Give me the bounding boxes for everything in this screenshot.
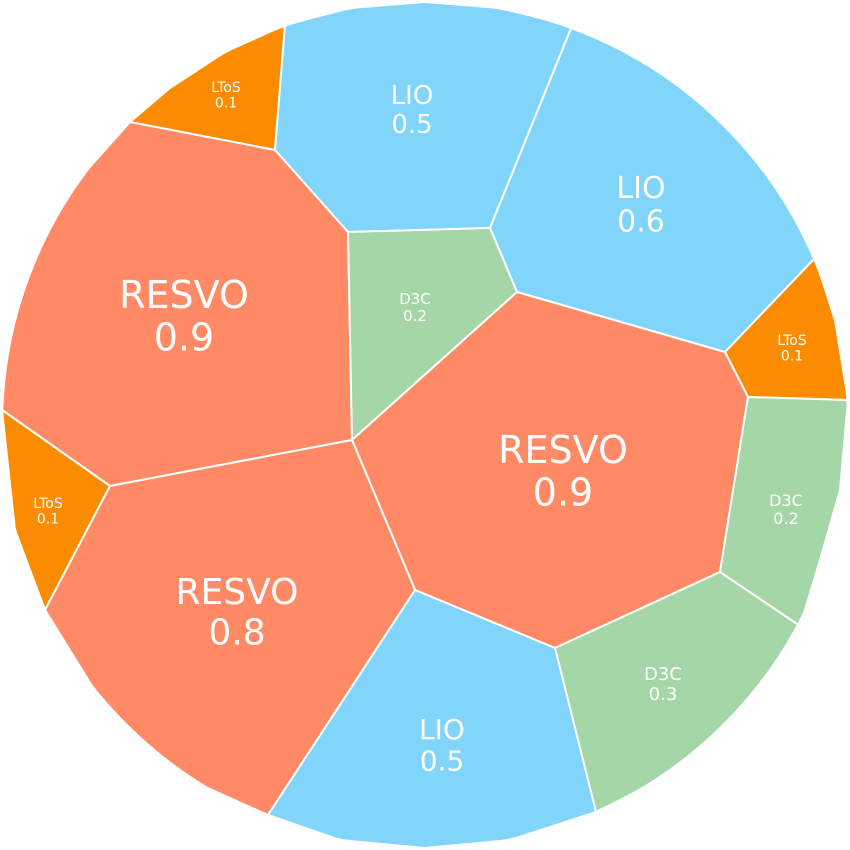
cell-name-label: RESVO xyxy=(119,273,249,317)
cell-name-label: D3C xyxy=(644,664,682,685)
cell-name-label: RESVO xyxy=(176,572,299,613)
cell-value-label: 0.1 xyxy=(37,512,59,528)
cell-name-label: LIO xyxy=(419,713,465,746)
cell-resvo-9[interactable] xyxy=(44,439,416,816)
cell-name-label: LToS xyxy=(33,496,63,512)
cell-value-label: 0.2 xyxy=(403,307,427,325)
cell-name-label: LToS xyxy=(777,333,807,349)
cell-name-label: LIO xyxy=(616,171,665,206)
cell-value-label: 0.9 xyxy=(533,471,593,515)
cell-value-label: 0.1 xyxy=(781,349,803,365)
cell-lio-11[interactable] xyxy=(267,589,597,848)
cell-name-label: RESVO xyxy=(498,428,628,472)
cell-value-label: 0.8 xyxy=(208,612,265,653)
cell-value-label: 0.2 xyxy=(773,509,798,528)
cell-value-label: 0.9 xyxy=(154,316,214,360)
cell-value-label: 0.6 xyxy=(617,205,665,240)
cell-value-label: 0.5 xyxy=(391,110,432,140)
cell-value-label: 0.5 xyxy=(420,744,465,777)
cell-name-label: D3C xyxy=(399,290,431,308)
cell-value-label: 0.3 xyxy=(649,684,678,705)
cell-value-label: 0.1 xyxy=(215,96,237,112)
cell-name-label: LToS xyxy=(211,80,241,96)
cell-name-label: D3C xyxy=(769,491,803,510)
cell-name-label: LIO xyxy=(391,81,434,111)
